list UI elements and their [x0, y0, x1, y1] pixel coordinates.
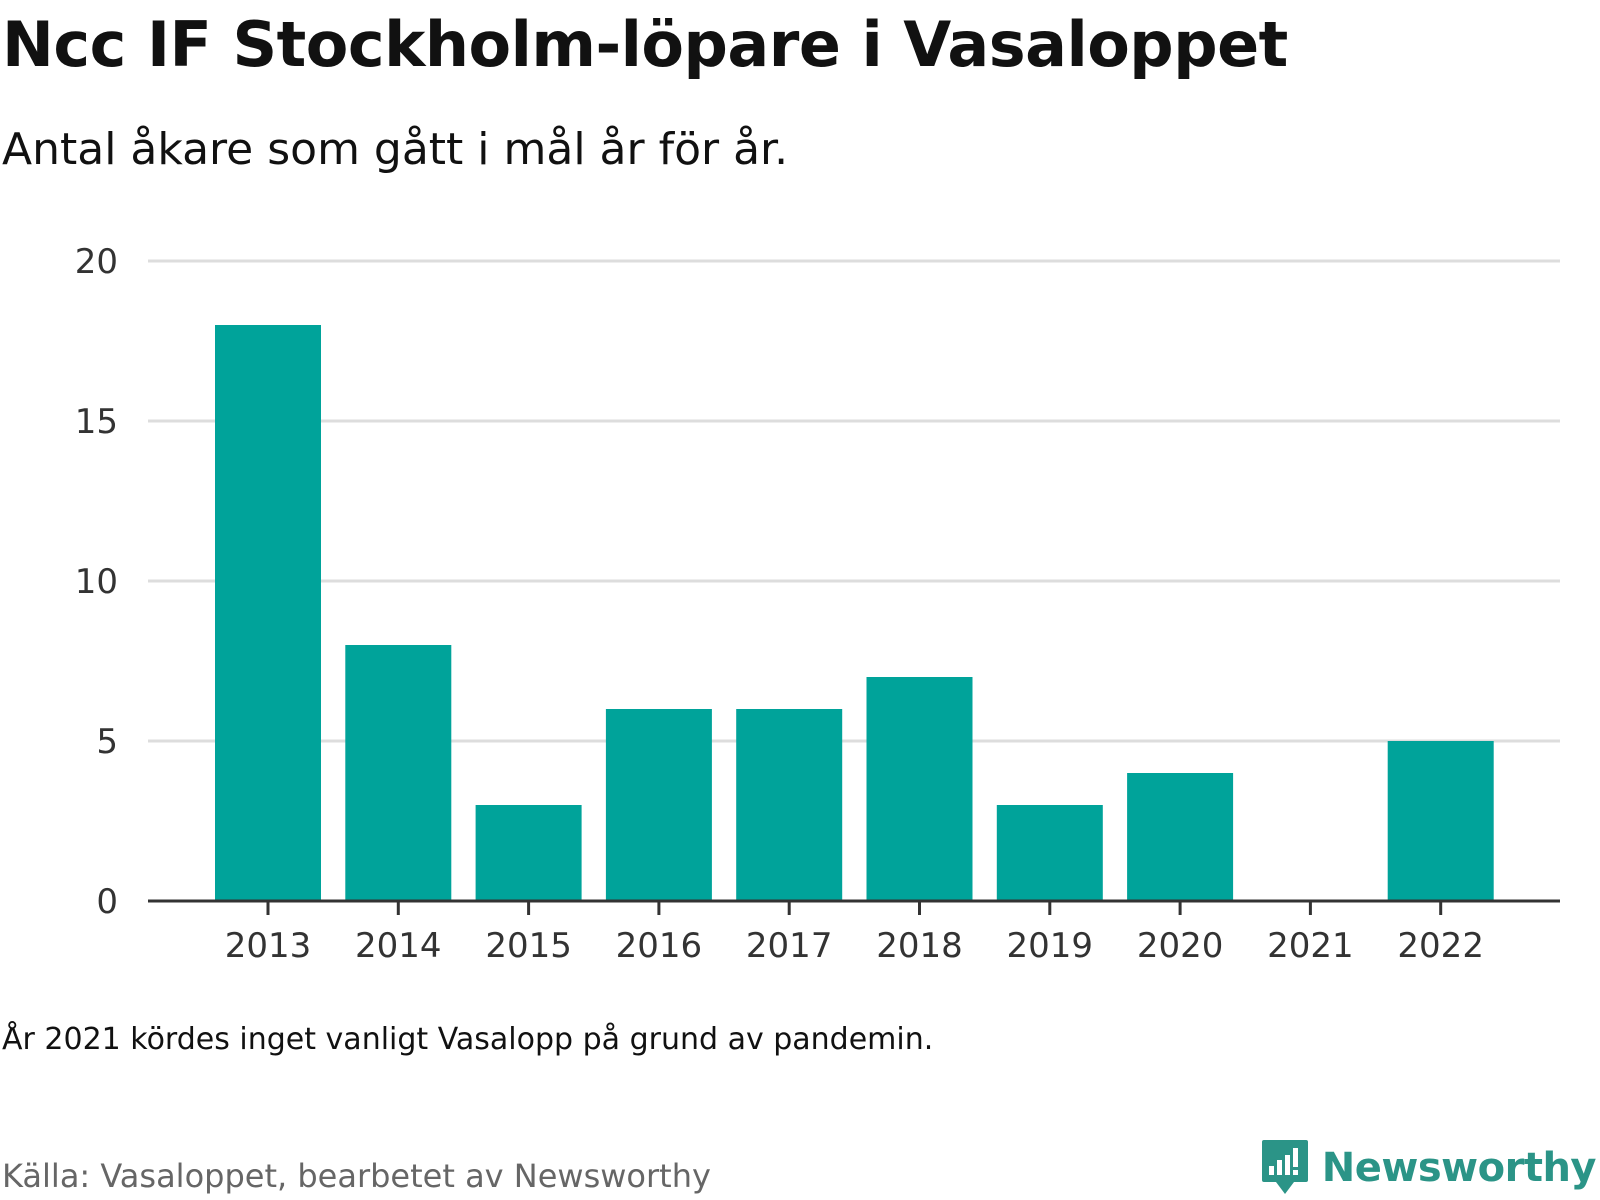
x-tick-label: 2015: [485, 926, 572, 966]
bar-chart: 0 5 10 15 20 2013 2014 2015 2016 2017 2018 2019 202…: [75, 242, 1560, 966]
brand-logo: Newsworthy: [1260, 1138, 1597, 1198]
bars: [215, 325, 1494, 901]
x-tick-label: 2022: [1397, 926, 1484, 966]
x-axis: 2013 2014 2015 2016 2017 2018 2019 2020 2021 2022: [225, 901, 1484, 966]
chart-title: Ncc IF Stockholm-löpare i Vasaloppet: [2, 8, 1288, 81]
x-tick-label: 2021: [1267, 926, 1354, 966]
bar-2019: [996, 805, 1103, 901]
source-credit: Källa: Vasaloppet, bearbetet av Newswort…: [2, 1157, 711, 1195]
bar-2022: [1387, 741, 1494, 901]
y-tick-label: 20: [75, 242, 118, 282]
y-tick-label: 10: [75, 562, 118, 602]
x-tick-label: 2013: [225, 926, 312, 966]
bar-2016: [605, 709, 712, 901]
bar-2017: [736, 709, 843, 901]
bar-2020: [1127, 773, 1234, 901]
x-tick-label: 2019: [1007, 926, 1094, 966]
footnote: År 2021 kördes inget vanligt Vasalopp på…: [2, 1022, 934, 1057]
bar-2018: [866, 677, 973, 901]
y-axis: 0 5 10 15 20: [75, 242, 118, 922]
y-tick-label: 15: [75, 402, 118, 442]
bar-2014: [345, 645, 452, 901]
x-tick-label: 2016: [616, 926, 703, 966]
y-tick-label: 0: [96, 882, 118, 922]
chart-subtitle: Antal åkare som gått i mål år för år.: [2, 124, 789, 175]
x-tick-label: 2020: [1137, 926, 1224, 966]
bar-2013: [215, 325, 321, 901]
gridlines: [148, 259, 1560, 743]
x-tick-label: 2017: [746, 926, 833, 966]
bar-2015: [475, 805, 582, 901]
x-tick-label: 2014: [355, 926, 442, 966]
y-tick-label: 5: [96, 722, 118, 762]
newsworthy-logo-icon: [1261, 1140, 1308, 1194]
brand-name: Newsworthy: [1321, 1145, 1597, 1191]
x-tick-label: 2018: [876, 926, 963, 966]
